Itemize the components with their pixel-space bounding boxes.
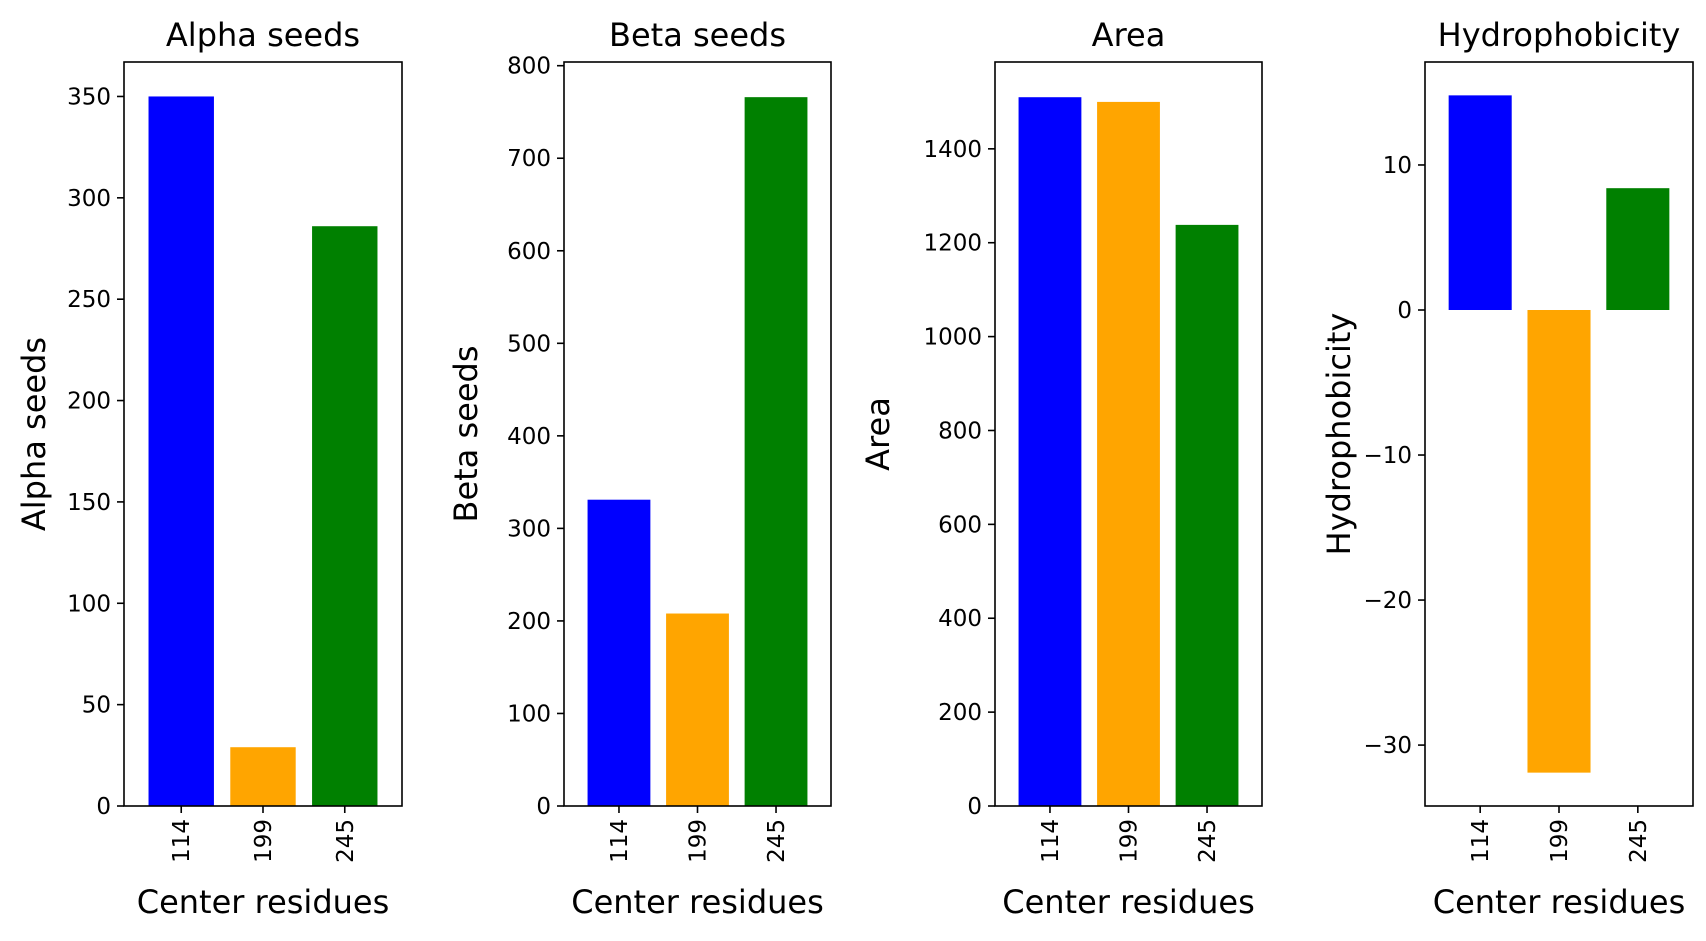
y-tick-label: −20 — [1363, 588, 1412, 614]
y-tick-label: 200 — [67, 389, 111, 415]
y-axis-label: Beta seeds — [447, 346, 485, 523]
y-tick-label: 10 — [1383, 153, 1412, 179]
y-tick-label: 1000 — [923, 325, 982, 351]
x-tick-label: 199 — [251, 819, 277, 863]
chart-panel-1: 0 50 100 150 200 250 300 350 114 199 245 Alpha seed… — [15, 16, 403, 921]
bar-245 — [744, 97, 808, 806]
bar-114 — [587, 499, 651, 806]
y-tick-label: 600 — [938, 512, 982, 538]
y-tick-label: −30 — [1363, 733, 1412, 759]
y-tick-label: −10 — [1363, 443, 1412, 469]
x-tick-label: 199 — [686, 819, 712, 863]
x-axis-label: Center residues — [137, 883, 390, 921]
y-tick-label: 0 — [1397, 298, 1412, 324]
y-tick-label: 300 — [67, 186, 111, 212]
bar-199 — [1097, 101, 1160, 806]
chart-title: Area — [1092, 16, 1166, 54]
x-tick-label: 199 — [1547, 819, 1573, 863]
x-tick-label: 199 — [1117, 819, 1143, 863]
y-tick-label: 700 — [507, 146, 551, 172]
y-tick-label: 100 — [507, 701, 551, 727]
bar-199 — [1527, 310, 1591, 773]
bar-114 — [148, 96, 214, 806]
y-tick-label: 1200 — [923, 231, 982, 257]
bar-199 — [230, 747, 296, 806]
y-tick-label: 300 — [507, 516, 551, 542]
y-tick-label: 200 — [938, 700, 982, 726]
bar-114 — [1018, 97, 1082, 806]
y-axis-label: Alpha seeds — [15, 337, 53, 531]
x-axis-label: Center residues — [1433, 883, 1686, 921]
y-tick-label: 800 — [507, 54, 551, 80]
chart-title: Alpha seeds — [166, 16, 360, 54]
y-tick-label: 400 — [938, 606, 982, 632]
y-tick-label: 0 — [967, 794, 982, 820]
x-tick-label: 114 — [169, 819, 195, 863]
x-tick-label: 114 — [607, 819, 633, 863]
chart-title: Beta seeds — [609, 16, 786, 54]
y-tick-label: 200 — [507, 609, 551, 635]
y-tick-label: 350 — [67, 84, 111, 110]
y-tick-label: 0 — [96, 794, 111, 820]
y-tick-label: 500 — [507, 331, 551, 357]
bar-245 — [1606, 188, 1670, 310]
x-axis-label: Center residues — [571, 883, 824, 921]
chart-panel-4: −30 −20 −10 0 10 114 199 245 Hydrophobicity Cente… — [1320, 16, 1694, 921]
chart-panel-3: 0 200 400 600 800 1000 1200 1400 114 199 245 Area Ce… — [859, 16, 1263, 921]
chart-panel-2: 0 100 200 300 400 500 600 700 800 114 199 245 Beta s… — [447, 16, 832, 921]
bar-114 — [1448, 95, 1512, 310]
bar-245 — [312, 226, 378, 806]
y-tick-label: 100 — [67, 591, 111, 617]
x-tick-label: 245 — [764, 819, 790, 863]
y-tick-label: 50 — [82, 693, 111, 719]
y-axis-label: Area — [859, 397, 897, 471]
chart-title: Hydrophobicity — [1438, 16, 1681, 54]
y-tick-label: 800 — [938, 418, 982, 444]
x-tick-label: 114 — [1468, 819, 1494, 863]
x-axis-label: Center residues — [1002, 883, 1255, 921]
x-tick-label: 245 — [1626, 819, 1652, 863]
y-tick-label: 400 — [507, 424, 551, 450]
x-tick-label: 114 — [1038, 819, 1064, 863]
y-tick-label: 150 — [67, 490, 111, 516]
bar-199 — [666, 613, 729, 806]
y-tick-label: 1400 — [923, 137, 982, 163]
y-tick-label: 600 — [507, 239, 551, 265]
x-tick-label: 245 — [1195, 819, 1221, 863]
y-tick-label: 250 — [67, 287, 111, 313]
x-tick-label: 245 — [333, 819, 359, 863]
bar-245 — [1175, 224, 1239, 806]
y-tick-label: 0 — [536, 794, 551, 820]
y-axis-label: Hydrophobicity — [1320, 313, 1358, 556]
